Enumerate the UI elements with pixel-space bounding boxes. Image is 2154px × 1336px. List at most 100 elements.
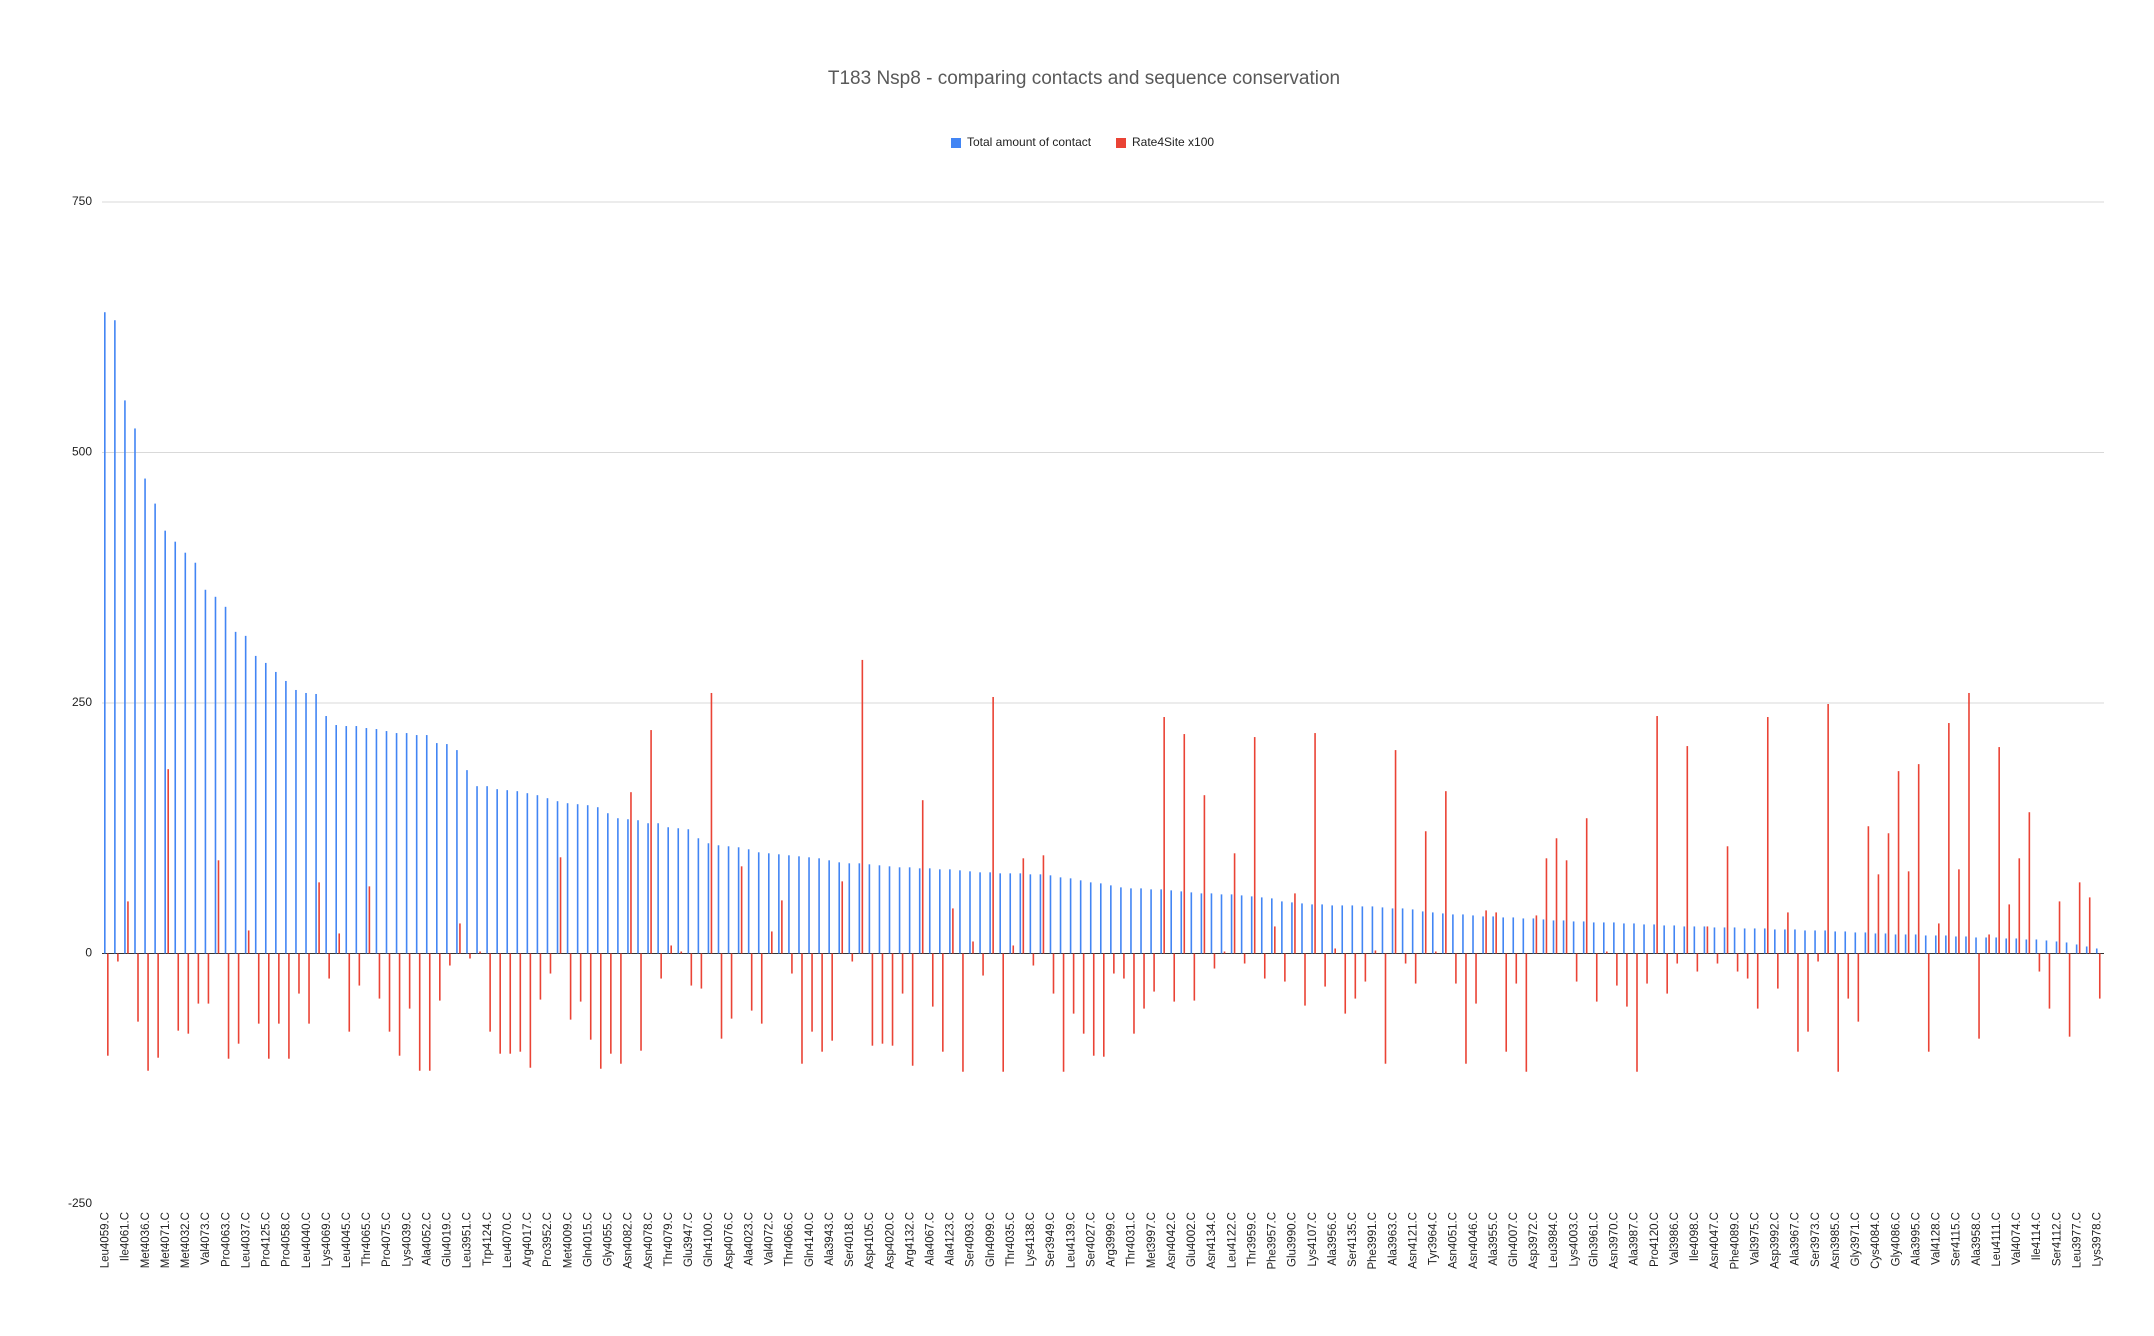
bar xyxy=(237,953,240,1044)
x-tick-label: Gly4055.C xyxy=(603,1212,615,1266)
bar xyxy=(278,953,280,1024)
bar xyxy=(1361,906,1364,954)
bar xyxy=(1120,887,1122,954)
legend-label: Rate4Site x100 xyxy=(1132,135,1214,149)
bar xyxy=(1887,833,1890,954)
bar xyxy=(931,953,934,1007)
bar xyxy=(1525,953,1528,1072)
x-tick-label: Arg4017.C xyxy=(522,1212,534,1267)
bar xyxy=(1321,904,1323,954)
x-tick-label: Arg3999.C xyxy=(1106,1212,1118,1267)
bar xyxy=(1847,953,1850,999)
bar xyxy=(670,945,673,954)
bar xyxy=(398,953,401,1056)
bar xyxy=(1082,953,1085,1034)
bar xyxy=(1233,853,1236,954)
x-tick-label: Ala4123.C xyxy=(945,1212,957,1266)
bar xyxy=(1968,692,1970,954)
bar xyxy=(858,863,861,954)
bar xyxy=(456,750,458,954)
bar xyxy=(710,692,713,954)
bar xyxy=(1240,895,1243,954)
bar xyxy=(1978,953,1980,1039)
bar xyxy=(660,953,662,979)
bar xyxy=(1274,926,1276,954)
bar xyxy=(2025,939,2028,954)
bar xyxy=(690,953,693,986)
bar xyxy=(697,838,700,954)
bar xyxy=(1271,898,1273,954)
bar xyxy=(2075,944,2078,954)
y-tick-label: -250 xyxy=(68,1196,92,1210)
bar xyxy=(1784,929,1786,954)
bar xyxy=(1462,914,1464,954)
bar xyxy=(972,941,974,954)
legend-swatch xyxy=(1116,138,1126,148)
x-tick-label: Ser3949.C xyxy=(1045,1212,1057,1267)
bar xyxy=(1042,855,1045,954)
bar xyxy=(1857,953,1860,1022)
bar xyxy=(687,829,690,954)
x-tick-label: Asn3970.C xyxy=(1609,1212,1621,1269)
bar xyxy=(707,843,710,954)
x-tick-label: Ala3943.C xyxy=(824,1212,836,1266)
bar xyxy=(264,662,267,954)
bar xyxy=(1834,931,1836,954)
bar xyxy=(378,953,381,999)
x-tick-label: Phe4089.C xyxy=(1729,1212,1741,1270)
bar xyxy=(647,823,649,954)
bar xyxy=(449,953,451,966)
bar xyxy=(2095,948,2098,954)
x-tick-label: Glu4002.C xyxy=(1186,1212,1198,1267)
bar xyxy=(1284,953,1286,982)
chart-title: T183 Nsp8 - comparing contacts and seque… xyxy=(828,68,1340,89)
bar xyxy=(788,855,790,954)
bar xyxy=(1354,953,1357,999)
bar xyxy=(576,804,579,954)
bar xyxy=(2045,940,2048,954)
bar xyxy=(747,849,750,954)
bar xyxy=(650,730,652,954)
bar xyxy=(1914,934,1917,954)
bar xyxy=(1099,883,1102,954)
x-tick-label: Ser4115.C xyxy=(1951,1212,1963,1266)
bar xyxy=(781,900,783,954)
bar xyxy=(1955,936,1957,954)
bar xyxy=(1374,950,1377,954)
bar xyxy=(1371,906,1374,954)
bar xyxy=(778,854,780,954)
bar xyxy=(1281,901,1283,954)
x-tick-label: Thr4079.C xyxy=(663,1212,675,1266)
bar xyxy=(1894,934,1897,954)
bar xyxy=(1753,928,1756,954)
x-tick-label: Ala3958.C xyxy=(1971,1212,1983,1266)
bar xyxy=(1492,916,1494,954)
x-tick-label: Asp3972.C xyxy=(1528,1212,1540,1269)
x-tick-label: Leu3951.C xyxy=(462,1212,474,1268)
bar xyxy=(254,655,257,954)
bar xyxy=(1774,929,1776,954)
bar xyxy=(127,901,129,954)
bar xyxy=(730,953,733,1019)
bar xyxy=(1092,953,1095,1056)
bar xyxy=(1633,923,1635,954)
bar xyxy=(1746,953,1749,979)
bar xyxy=(1535,915,1538,954)
bar xyxy=(949,869,951,954)
bar xyxy=(1059,877,1062,954)
bar xyxy=(1072,953,1075,1014)
x-tick-label: Asn4051.C xyxy=(1448,1212,1460,1269)
bar xyxy=(499,953,501,1054)
x-tick-label: Ala4052.C xyxy=(421,1212,433,1266)
bar xyxy=(164,530,166,954)
x-tick-label: Asn4134.C xyxy=(1206,1212,1218,1269)
x-tick-label: Ala3995.C xyxy=(1910,1212,1922,1266)
legend-label: Total amount of contact xyxy=(967,135,1092,149)
bar xyxy=(1351,905,1354,954)
bar xyxy=(1414,953,1417,984)
bar xyxy=(1253,737,1256,954)
bar xyxy=(1200,893,1203,954)
x-tick-label: Val4074.C xyxy=(2011,1212,2023,1265)
bar xyxy=(1220,894,1223,954)
